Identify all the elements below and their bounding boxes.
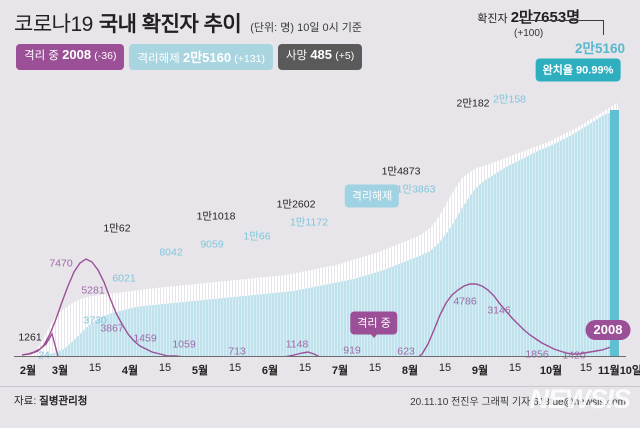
label-confirmed-11018: 1만1018	[196, 210, 236, 223]
label-confirmed-12602: 1만2602	[276, 198, 316, 211]
tag-released: 격리해제	[344, 184, 400, 208]
line-isolated	[21, 258, 619, 356]
legend-item-released: 격리해제 2만5160 (+131)	[129, 44, 273, 70]
legend-value-isolated: 2008	[62, 47, 92, 62]
label-confirmed-20182: 2만182	[456, 97, 490, 110]
label-isolated-919: 919	[343, 344, 361, 357]
x-tick-15: 10월	[539, 365, 563, 377]
legend-item-deaths: 사망 485 (+5)	[277, 44, 363, 70]
label-released-13863: 1만3863	[396, 183, 436, 196]
legend-delta-deaths: (+5)	[335, 50, 355, 62]
title-unit-note: (단위: 명) 10일 0시 기준	[250, 22, 363, 34]
label-isolated-1856: 1856	[525, 348, 549, 361]
footer-source-name: 질병관리청	[39, 395, 88, 407]
footer-divider	[0, 386, 640, 387]
label-released-6021: 6021	[112, 272, 136, 285]
footer-source-label: 자료:	[14, 395, 37, 407]
chart-plot-area	[14, 66, 626, 356]
confirmed-total-callout: 확진자 2만7653명 (+100)	[477, 6, 580, 39]
footer-source: 자료: 질병관리청	[14, 393, 87, 408]
end-label-released: 2만5160	[575, 41, 625, 56]
tag-isolated-tail	[369, 332, 379, 338]
x-tick-9: 7월	[331, 365, 349, 377]
x-tick-6: 15	[228, 362, 242, 374]
chart-svg	[21, 103, 619, 356]
title-bold: 국내 확진자 추이	[98, 13, 242, 36]
label-released-24: 24	[38, 350, 50, 361]
x-axis-line	[14, 356, 626, 358]
legend-label-deaths: 사망	[285, 50, 308, 62]
x-tick-13: 9월	[471, 365, 489, 377]
label-isolated-1148: 1148	[285, 338, 309, 351]
confirmed-total-label: 확진자	[477, 13, 508, 25]
legend: 격리 중 2008 (-36) 격리해제 2만5160 (+131) 사망 48…	[16, 44, 363, 70]
page-title: 코로나19 국내 확진자 추이 (단위: 명) 10일 0시 기준	[14, 8, 362, 38]
label-isolated-5281: 5281	[81, 284, 105, 297]
end-pill-isolated: 2008	[585, 320, 631, 340]
area-released	[22, 110, 618, 356]
label-confirmed-10062: 1만62	[103, 222, 131, 235]
x-tick-7: 6월	[261, 365, 279, 377]
label-released-9059: 9059	[200, 238, 224, 251]
legend-item-isolated: 격리 중 2008 (-36)	[16, 44, 125, 70]
x-tick-8: 15	[298, 362, 312, 374]
x-tick-17: 11월10일	[597, 365, 640, 377]
label-isolated-1420: 1420	[562, 350, 585, 361]
x-tick-14: 15	[508, 362, 522, 374]
callout-bracket	[519, 20, 604, 35]
x-tick-11: 8월	[401, 365, 419, 377]
legend-label-released: 격리해제	[137, 53, 180, 65]
label-released-8042: 8042	[159, 246, 183, 259]
x-tick-0: 2월	[19, 365, 37, 377]
label-isolated-3146: 3146	[487, 304, 511, 317]
tag-isolated: 격리 중	[350, 311, 398, 335]
x-tick-4: 15	[158, 362, 172, 374]
x-tick-10: 15	[368, 362, 382, 374]
confirmed-total-value: 2만7653명	[510, 9, 580, 26]
label-isolated-3867: 3867	[100, 322, 124, 335]
tag-cure-rate: 완치율 90.99%	[535, 58, 621, 82]
label-confirmed-1261: 1261	[18, 331, 42, 344]
confirmed-total-delta: (+100)	[514, 28, 544, 39]
x-tick-1: 3월	[51, 365, 69, 377]
label-released-11172: 1만1172	[289, 216, 329, 229]
footer-credit: 20.11.10 전진우 그래픽 기자 618tue@newsis.com	[410, 397, 626, 408]
end-column-released	[610, 110, 619, 356]
label-isolated-1059: 1059	[172, 338, 196, 351]
label-released-3730: 3730	[83, 314, 107, 327]
label-released-20158: 2만158	[493, 93, 527, 106]
label-released-10066: 1만66	[243, 230, 271, 243]
label-confirmed-14873: 1만4873	[381, 165, 421, 178]
legend-value-released: 2만5160	[182, 50, 232, 65]
title-plain: 코로나19	[14, 13, 93, 36]
x-tick-12: 15	[438, 362, 452, 374]
legend-delta-isolated: (-36)	[94, 50, 117, 62]
legend-value-deaths: 485	[310, 47, 333, 62]
label-isolated-623: 623	[397, 345, 415, 358]
x-axis: 2월 3월 15 4월 15 5월 15 6월 15 7월 15 8월 15 9…	[14, 356, 640, 386]
x-tick-16: 15	[579, 362, 593, 374]
label-isolated-4786: 4786	[453, 295, 477, 308]
label-isolated-7470: 7470	[49, 257, 73, 270]
legend-label-isolated: 격리 중	[24, 50, 59, 62]
x-tick-2: 15	[88, 362, 102, 374]
x-tick-3: 4월	[121, 365, 139, 377]
legend-delta-released: (+131)	[234, 53, 265, 65]
label-isolated-1459: 1459	[133, 332, 157, 345]
x-tick-5: 5월	[191, 365, 209, 377]
label-isolated-713: 713	[228, 345, 246, 358]
